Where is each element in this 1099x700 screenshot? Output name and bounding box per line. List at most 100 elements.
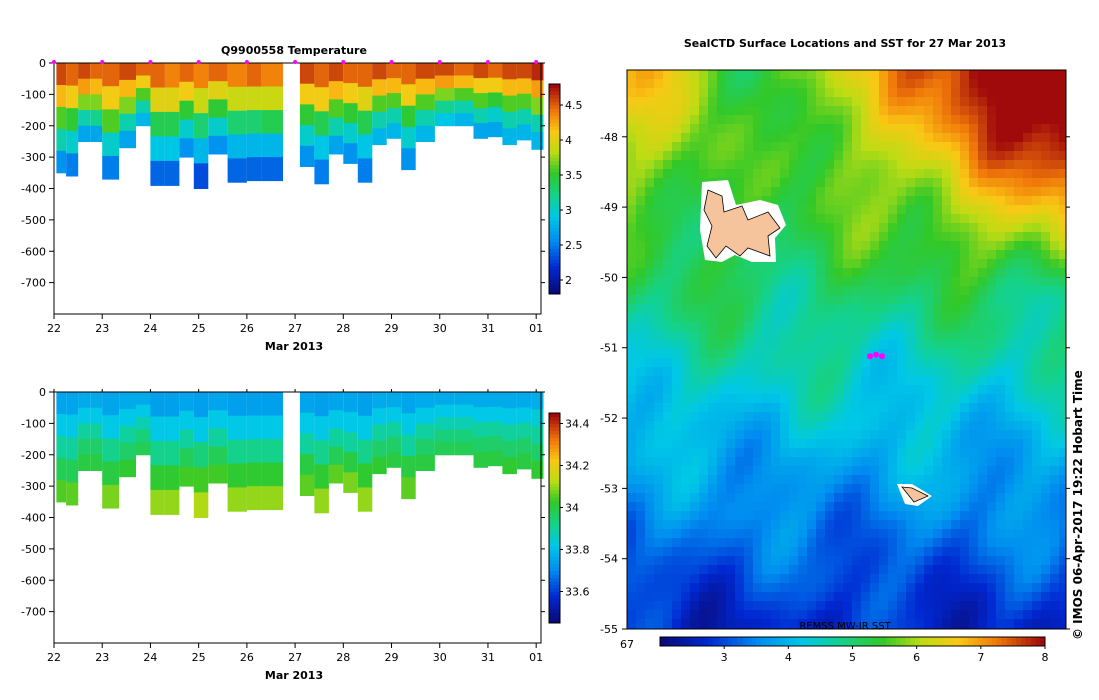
sst-cell-3-28: [879, 97, 889, 107]
lat-label-5: -53: [600, 482, 618, 495]
profile-1-22-layer-0: [401, 392, 416, 414]
sst-cell-13-3: [654, 187, 664, 197]
sst-cell-4-1: [636, 106, 646, 116]
sst-cell-58-35: [942, 592, 952, 602]
lat-label-4: -52: [600, 412, 618, 425]
sst-cell-12-12: [735, 178, 745, 188]
profile-1-30-layer-4: [531, 461, 544, 479]
sst-cell-57-37: [960, 583, 970, 593]
sst-cell-50-31: [906, 520, 916, 530]
sst-cell-2-19: [798, 88, 808, 98]
sst-cell-43-31: [906, 457, 916, 467]
sst-cell-2-0: [627, 88, 637, 98]
sst-cell-31-7: [690, 349, 700, 359]
sst-cell-49-2: [645, 511, 655, 521]
profile-0-22-layer-3: [401, 127, 416, 149]
sst-cell-61-43: [1014, 619, 1024, 629]
sst-cell-31-17: [780, 349, 790, 359]
sst-cell-30-41: [996, 340, 1006, 350]
sst-cell-38-8: [699, 412, 709, 422]
sst-cell-33-44: [1023, 367, 1033, 377]
sst-cell-13-7: [690, 187, 700, 197]
sst-cell-37-28: [879, 403, 889, 413]
sst-cell-23-48: [1059, 277, 1067, 287]
profile-1-19-layer-2: [357, 439, 373, 464]
sst-cell-24-12: [735, 286, 745, 296]
sst-cell-20-4: [663, 250, 673, 260]
sst-cell-35-43: [1014, 385, 1024, 395]
sst-cell-50-24: [843, 520, 853, 530]
sst-cell-9-21: [816, 151, 826, 161]
sst-cell-10-24: [843, 160, 853, 170]
sst-cell-59-37: [960, 601, 970, 611]
sst-cell-19-24: [843, 241, 853, 251]
y-tick-label-1: -100: [21, 88, 46, 101]
sst-cell-53-46: [1041, 547, 1051, 557]
sst-cell-23-31: [906, 277, 916, 287]
colorbar-step-51: [549, 112, 560, 116]
sst-cell-46-41: [996, 484, 1006, 494]
sst-cell-51-16: [771, 529, 781, 539]
sst-cell-7-1: [636, 133, 646, 143]
sst-cell-11-37: [960, 169, 970, 179]
sst-cell-2-12: [735, 88, 745, 98]
sst-cell-0-38: [969, 70, 979, 80]
sst-cell-10-29: [888, 160, 898, 170]
sst-cell-23-42: [1005, 277, 1015, 287]
sst-cell-24-13: [744, 286, 754, 296]
sst-cell-50-0: [627, 520, 637, 530]
sst-cell-37-26: [861, 403, 871, 413]
sst-cell-40-45: [1032, 430, 1042, 440]
sst-cell-55-5: [672, 565, 682, 575]
sst-cell-39-39: [978, 421, 988, 431]
sst-cell-57-25: [852, 583, 862, 593]
sst-cell-0-20: [807, 70, 817, 80]
sst-cell-22-41: [996, 268, 1006, 278]
profile-0-26-layer-0: [473, 63, 488, 79]
sst-cell-3-47: [1050, 97, 1060, 107]
sst-cell-26-46: [1041, 304, 1051, 314]
sst-cell-1-22: [825, 79, 835, 89]
sst-cell-33-48: [1059, 367, 1067, 377]
sst-cell-19-48: [1059, 241, 1067, 251]
sst-cell-46-36: [951, 484, 961, 494]
sst-cell-24-4: [663, 286, 673, 296]
sst-cell-50-6: [681, 520, 691, 530]
sst-cell-56-44: [1023, 574, 1033, 584]
sst-cell-41-17: [780, 439, 790, 449]
sst-cell-41-16: [771, 439, 781, 449]
profile-0-23-layer-2: [415, 94, 435, 111]
sst-cell-1-15: [762, 79, 772, 89]
sst-cell-4-28: [879, 106, 889, 116]
sst-cell-57-5: [672, 583, 682, 593]
sst-cell-0-37: [960, 70, 970, 80]
sst-cell-4-25: [852, 106, 862, 116]
sst-cell-19-39: [978, 241, 988, 251]
sst-cell-7-29: [888, 133, 898, 143]
sst-colorbar-step-50: [900, 637, 906, 646]
profile-1-27-layer-2: [488, 421, 503, 437]
sst-cell-36-28: [879, 394, 889, 404]
colorbar-step-49: [549, 119, 560, 123]
sst-cell-18-31: [906, 232, 916, 242]
sst-cell-32-2: [645, 358, 655, 368]
sst-cell-53-32: [915, 547, 925, 557]
sst-cell-29-1: [636, 331, 646, 341]
sst-cell-19-44: [1023, 241, 1033, 251]
sst-cell-55-26: [861, 565, 871, 575]
sst-cell-53-45: [1032, 547, 1042, 557]
sst-cell-26-37: [960, 304, 970, 314]
sst-cell-55-20: [807, 565, 817, 575]
profile-0-21-layer-3: [386, 108, 402, 124]
sst-colorbar-step-35: [828, 637, 834, 646]
sst-cell-49-15: [762, 511, 772, 521]
sst-cell-37-27: [870, 403, 880, 413]
sst-cell-38-35: [942, 412, 952, 422]
sst-cell-61-3: [654, 619, 664, 629]
sst-cell-38-20: [807, 412, 817, 422]
sst-cell-34-16: [771, 376, 781, 386]
sst-cell-1-46: [1041, 79, 1051, 89]
sst-cell-58-41: [996, 592, 1006, 602]
sst-cell-61-36: [951, 619, 961, 629]
sst-cell-11-39: [978, 169, 988, 179]
